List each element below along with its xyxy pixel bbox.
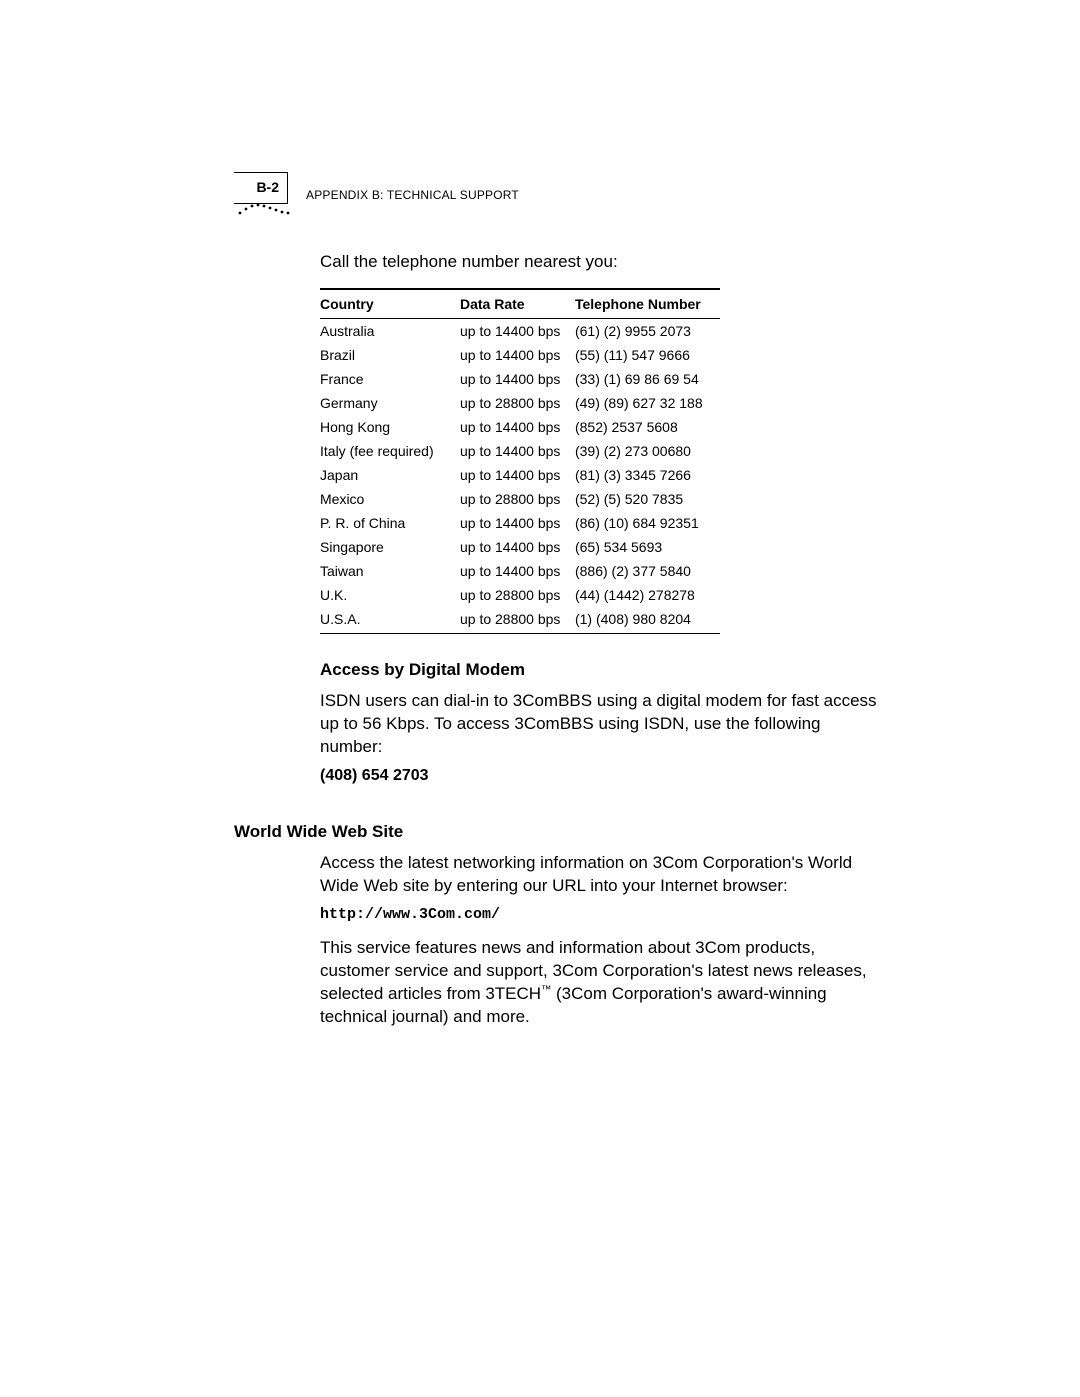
cell-rate: up to 14400 bps <box>460 319 575 344</box>
cell-country: Italy (fee required) <box>320 439 460 463</box>
table-row: Italy (fee required)up to 14400 bps(39) … <box>320 439 720 463</box>
cell-rate: up to 14400 bps <box>460 511 575 535</box>
cell-country: Mexico <box>320 487 460 511</box>
table-intro-text: Call the telephone number nearest you: <box>320 252 880 272</box>
digital-modem-heading: Access by Digital Modem <box>320 660 880 680</box>
table-row: U.S.A.up to 28800 bps(1) (408) 980 8204 <box>320 607 720 634</box>
table-row: Hong Kongup to 14400 bps(852) 2537 5608 <box>320 415 720 439</box>
table-row: U.K.up to 28800 bps(44) (1442) 278278 <box>320 583 720 607</box>
col-phone-header: Telephone Number <box>575 289 720 319</box>
www-section: Access the latest networking information… <box>320 852 880 1037</box>
cell-country: U.K. <box>320 583 460 607</box>
table-row: P. R. of Chinaup to 14400 bps(86) (10) 6… <box>320 511 720 535</box>
cell-rate: up to 28800 bps <box>460 583 575 607</box>
appendix-label: APPENDIX B: TECHNICAL SUPPORT <box>306 188 519 202</box>
cell-country: Singapore <box>320 535 460 559</box>
cell-country: Hong Kong <box>320 415 460 439</box>
col-country-header: Country <box>320 289 460 319</box>
digital-modem-body: ISDN users can dial-in to 3ComBBS using … <box>320 690 880 759</box>
trademark-icon: ™ <box>541 984 551 995</box>
cell-country: Brazil <box>320 343 460 367</box>
cell-country: P. R. of China <box>320 511 460 535</box>
cell-rate: up to 28800 bps <box>460 391 575 415</box>
table-row: Mexicoup to 28800 bps(52) (5) 520 7835 <box>320 487 720 511</box>
cell-country: France <box>320 367 460 391</box>
phone-number-table: Country Data Rate Telephone Number Austr… <box>320 288 720 634</box>
cell-phone: (55) (11) 547 9666 <box>575 343 720 367</box>
cell-phone: (65) 534 5693 <box>575 535 720 559</box>
cell-rate: up to 14400 bps <box>460 439 575 463</box>
cell-phone: (49) (89) 627 32 188 <box>575 391 720 415</box>
cell-rate: up to 14400 bps <box>460 367 575 391</box>
cell-phone: (44) (1442) 278278 <box>575 583 720 607</box>
cell-country: Australia <box>320 319 460 344</box>
www-intro: Access the latest networking information… <box>320 852 880 898</box>
table-row: Taiwanup to 14400 bps(886) (2) 377 5840 <box>320 559 720 583</box>
cell-phone: (33) (1) 69 86 69 54 <box>575 367 720 391</box>
cell-rate: up to 14400 bps <box>460 535 575 559</box>
cell-country: Germany <box>320 391 460 415</box>
cell-rate: up to 14400 bps <box>460 415 575 439</box>
table-row: Japanup to 14400 bps(81) (3) 3345 7266 <box>320 463 720 487</box>
cell-country: U.S.A. <box>320 607 460 634</box>
table-row: Brazilup to 14400 bps(55) (11) 547 9666 <box>320 343 720 367</box>
main-content: Call the telephone number nearest you: C… <box>320 252 880 803</box>
cell-phone: (39) (2) 273 00680 <box>575 439 720 463</box>
www-heading: World Wide Web Site <box>234 822 403 842</box>
cell-phone: (52) (5) 520 7835 <box>575 487 720 511</box>
www-url: http://www.3Com.com/ <box>320 906 880 923</box>
table-header-row: Country Data Rate Telephone Number <box>320 289 720 319</box>
dots-icon <box>236 200 292 218</box>
cell-rate: up to 14400 bps <box>460 559 575 583</box>
cell-country: Japan <box>320 463 460 487</box>
cell-phone: (61) (2) 9955 2073 <box>575 319 720 344</box>
cell-country: Taiwan <box>320 559 460 583</box>
cell-phone: (1) (408) 980 8204 <box>575 607 720 634</box>
cell-rate: up to 14400 bps <box>460 343 575 367</box>
table-row: Franceup to 14400 bps(33) (1) 69 86 69 5… <box>320 367 720 391</box>
table-row: Germanyup to 28800 bps(49) (89) 627 32 1… <box>320 391 720 415</box>
table-row: Australiaup to 14400 bps(61) (2) 9955 20… <box>320 319 720 344</box>
cell-rate: up to 28800 bps <box>460 607 575 634</box>
www-body2: This service features news and informati… <box>320 937 880 1029</box>
cell-phone: (886) (2) 377 5840 <box>575 559 720 583</box>
col-rate-header: Data Rate <box>460 289 575 319</box>
cell-rate: up to 14400 bps <box>460 463 575 487</box>
digital-modem-number: (408) 654 2703 <box>320 767 880 785</box>
cell-phone: (81) (3) 3345 7266 <box>575 463 720 487</box>
cell-phone: (86) (10) 684 92351 <box>575 511 720 535</box>
table-row: Singaporeup to 14400 bps(65) 534 5693 <box>320 535 720 559</box>
cell-rate: up to 28800 bps <box>460 487 575 511</box>
cell-phone: (852) 2537 5608 <box>575 415 720 439</box>
page-number: B-2 <box>256 179 279 195</box>
running-head: APPENDIX B: TECHNICAL SUPPORT <box>306 188 519 202</box>
